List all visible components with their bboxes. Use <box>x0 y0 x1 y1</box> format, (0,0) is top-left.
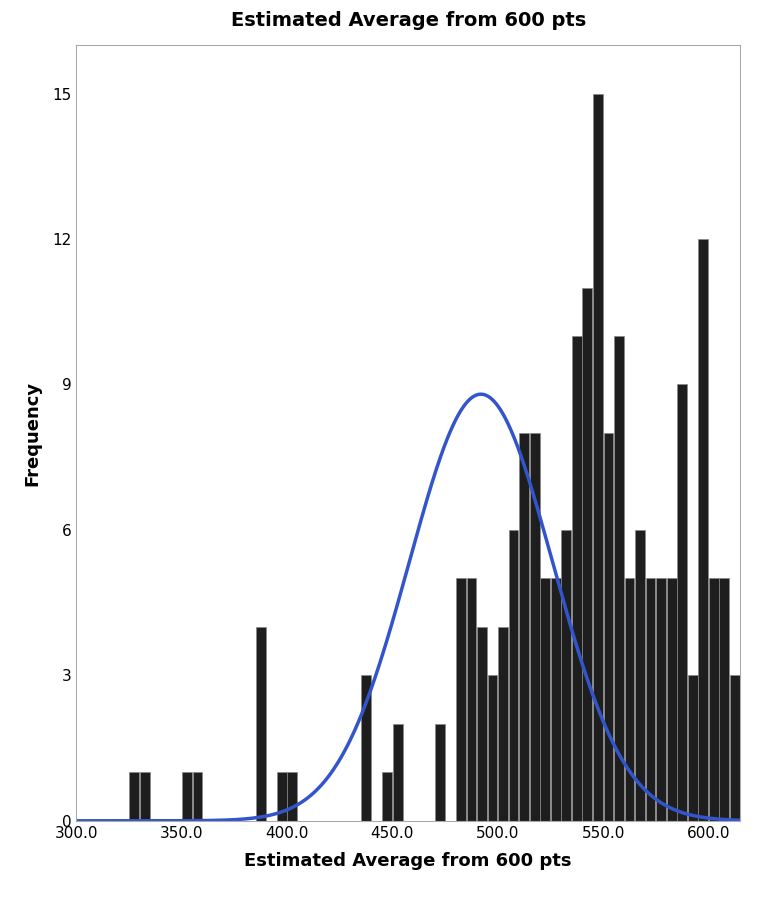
Bar <box>393 723 403 821</box>
Bar <box>540 578 550 821</box>
Bar <box>740 723 750 821</box>
Bar <box>509 530 519 821</box>
Bar <box>140 772 150 821</box>
Bar <box>678 384 687 821</box>
Bar <box>709 578 719 821</box>
Bar <box>687 676 697 821</box>
Bar <box>582 288 592 821</box>
Bar <box>361 676 371 821</box>
Bar <box>604 433 613 821</box>
Bar <box>698 239 708 821</box>
Bar <box>382 772 392 821</box>
Bar <box>551 578 561 821</box>
Bar <box>730 676 740 821</box>
Bar <box>656 578 666 821</box>
Bar <box>456 578 465 821</box>
Bar <box>130 772 139 821</box>
Bar <box>498 627 508 821</box>
Bar <box>530 433 539 821</box>
Bar <box>435 723 445 821</box>
Y-axis label: Frequency: Frequency <box>23 381 41 485</box>
Bar <box>667 578 677 821</box>
Bar <box>488 676 497 821</box>
Bar <box>635 530 645 821</box>
Bar <box>288 772 298 821</box>
Bar <box>562 530 571 821</box>
Bar <box>720 578 729 821</box>
Bar <box>572 336 581 821</box>
Bar <box>614 336 624 821</box>
Bar <box>751 772 761 821</box>
Bar <box>192 772 202 821</box>
Bar <box>277 772 287 821</box>
Bar <box>645 578 655 821</box>
Bar <box>519 433 529 821</box>
X-axis label: Estimated Average from 600 pts: Estimated Average from 600 pts <box>244 851 572 870</box>
Bar <box>466 578 476 821</box>
Bar <box>593 94 603 821</box>
Bar <box>182 772 192 821</box>
Bar <box>256 627 266 821</box>
Bar <box>625 578 634 821</box>
Bar <box>477 627 487 821</box>
Title: Estimated Average from 600 pts: Estimated Average from 600 pts <box>230 11 586 30</box>
